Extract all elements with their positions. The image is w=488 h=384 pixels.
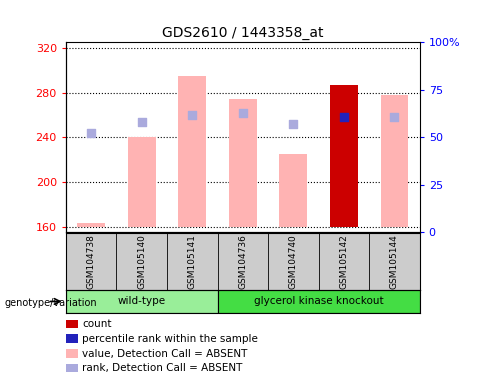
Bar bbox=[280, 154, 307, 227]
Text: GSM104736: GSM104736 bbox=[238, 234, 247, 289]
Point bbox=[138, 119, 145, 125]
Point bbox=[239, 109, 247, 116]
Text: GSM104738: GSM104738 bbox=[87, 234, 96, 289]
Text: GSM105140: GSM105140 bbox=[137, 234, 146, 289]
Point bbox=[188, 112, 196, 118]
Bar bbox=[178, 76, 206, 227]
Bar bbox=[229, 99, 257, 227]
Bar bbox=[128, 137, 156, 227]
Text: glycerol kinase knockout: glycerol kinase knockout bbox=[254, 296, 384, 306]
Point bbox=[340, 114, 348, 120]
Bar bbox=[218, 290, 420, 313]
Point bbox=[390, 114, 398, 120]
Text: count: count bbox=[82, 319, 111, 329]
Bar bbox=[381, 95, 408, 227]
Text: genotype/variation: genotype/variation bbox=[5, 298, 98, 308]
Text: percentile rank within the sample: percentile rank within the sample bbox=[82, 334, 258, 344]
Text: GSM105141: GSM105141 bbox=[188, 234, 197, 289]
Bar bbox=[330, 85, 358, 227]
Text: GSM105142: GSM105142 bbox=[339, 234, 348, 289]
Text: rank, Detection Call = ABSENT: rank, Detection Call = ABSENT bbox=[82, 363, 243, 373]
Text: value, Detection Call = ABSENT: value, Detection Call = ABSENT bbox=[82, 349, 247, 359]
Text: wild-type: wild-type bbox=[118, 296, 166, 306]
Point bbox=[87, 130, 95, 136]
Bar bbox=[77, 223, 105, 227]
Text: GSM105144: GSM105144 bbox=[390, 234, 399, 289]
Bar bbox=[66, 290, 218, 313]
Text: GSM104740: GSM104740 bbox=[289, 234, 298, 289]
Title: GDS2610 / 1443358_at: GDS2610 / 1443358_at bbox=[162, 26, 324, 40]
Point bbox=[289, 121, 297, 127]
